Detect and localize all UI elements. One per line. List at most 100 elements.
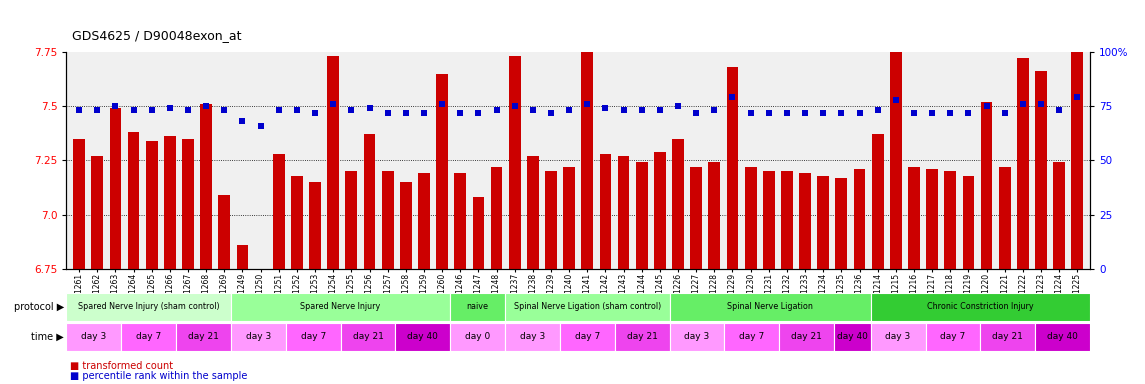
Point	[742, 109, 760, 116]
Point	[433, 101, 451, 107]
Point	[777, 109, 796, 116]
Point	[342, 108, 361, 114]
Bar	[670, 293, 870, 321]
Text: day 7: day 7	[136, 333, 161, 341]
Point	[724, 94, 742, 101]
Bar	[836, 178, 847, 269]
Point	[542, 109, 560, 116]
Point	[632, 108, 650, 114]
Bar	[980, 102, 993, 269]
Bar	[346, 171, 357, 269]
Point	[1013, 101, 1032, 107]
Text: GDS4625 / D90048exon_at: GDS4625 / D90048exon_at	[72, 29, 242, 42]
Bar	[364, 134, 376, 269]
Point	[125, 108, 143, 114]
Bar	[926, 169, 938, 269]
Point	[995, 109, 1014, 116]
Point	[705, 108, 724, 114]
Point	[469, 109, 488, 116]
Text: day 3: day 3	[520, 333, 545, 341]
Bar	[1017, 58, 1029, 269]
Point	[687, 109, 705, 116]
Bar	[635, 162, 648, 269]
Bar	[237, 245, 248, 269]
Text: Spared Nerve Injury: Spared Nerve Injury	[300, 302, 381, 311]
Text: day 3: day 3	[685, 333, 710, 341]
Text: day 3: day 3	[246, 333, 271, 341]
Text: Chronic Constriction Injury: Chronic Constriction Injury	[927, 302, 1034, 311]
Bar	[763, 171, 775, 269]
Bar	[286, 323, 340, 351]
Bar	[66, 293, 231, 321]
Bar	[744, 167, 757, 269]
Bar	[834, 323, 870, 351]
Bar	[725, 323, 780, 351]
Point	[814, 109, 832, 116]
Bar	[291, 175, 302, 269]
Bar	[1035, 71, 1047, 269]
Point	[179, 108, 197, 114]
Point	[197, 103, 215, 109]
Bar	[690, 167, 702, 269]
Bar	[709, 162, 720, 269]
Bar	[672, 139, 684, 269]
Bar	[1053, 162, 1065, 269]
Bar	[418, 173, 429, 269]
Bar	[527, 156, 539, 269]
Bar	[127, 132, 140, 269]
Text: day 40: day 40	[837, 333, 868, 341]
Bar	[231, 323, 286, 351]
Text: day 21: day 21	[353, 333, 384, 341]
Bar	[200, 104, 212, 269]
Point	[106, 103, 125, 109]
Bar	[615, 323, 670, 351]
Point	[832, 109, 851, 116]
Bar	[870, 323, 925, 351]
Bar	[818, 175, 829, 269]
Text: day 7: day 7	[740, 333, 765, 341]
Bar	[582, 50, 593, 269]
Point	[1032, 101, 1050, 107]
Bar	[890, 26, 902, 269]
Point	[361, 105, 379, 111]
Text: day 3: day 3	[885, 333, 910, 341]
Bar	[164, 136, 176, 269]
Point	[234, 118, 252, 124]
Point	[869, 108, 887, 114]
Bar	[980, 323, 1035, 351]
Point	[597, 105, 615, 111]
Text: Spinal Nerve Ligation: Spinal Nerve Ligation	[727, 302, 813, 311]
Point	[88, 108, 106, 114]
Bar	[870, 293, 1090, 321]
Point	[324, 101, 342, 107]
Bar	[505, 323, 560, 351]
Text: day 7: day 7	[300, 333, 326, 341]
Point	[1050, 108, 1068, 114]
Bar	[381, 171, 394, 269]
Point	[796, 109, 814, 116]
Bar	[505, 293, 670, 321]
Bar	[780, 323, 834, 351]
Bar	[491, 167, 503, 269]
Bar	[450, 293, 505, 321]
Point	[941, 109, 960, 116]
Bar	[560, 323, 615, 351]
Bar	[1072, 52, 1083, 269]
Bar	[473, 197, 484, 269]
Point	[759, 109, 777, 116]
Bar	[182, 139, 194, 269]
Bar	[231, 293, 450, 321]
Bar	[545, 171, 556, 269]
Bar	[340, 323, 395, 351]
Bar	[854, 169, 866, 269]
Bar	[781, 171, 792, 269]
Point	[252, 122, 270, 129]
Point	[506, 103, 524, 109]
Text: day 7: day 7	[940, 333, 965, 341]
Point	[650, 108, 669, 114]
Point	[379, 109, 397, 116]
Bar	[309, 182, 321, 269]
Text: day 3: day 3	[81, 333, 106, 341]
Text: time ▶: time ▶	[31, 332, 64, 342]
Point	[306, 109, 324, 116]
